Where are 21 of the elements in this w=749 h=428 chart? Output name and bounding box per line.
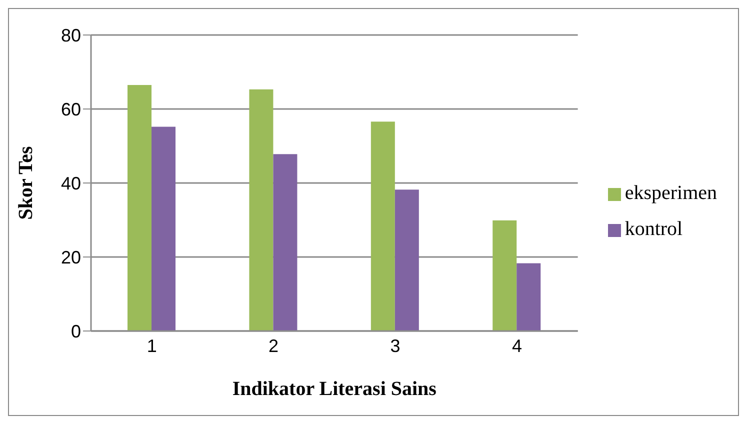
x-tick-label: 2: [268, 336, 279, 356]
y-tick-label: 0: [70, 321, 81, 342]
bar: [370, 122, 395, 331]
bar: [516, 263, 541, 331]
bar: [394, 190, 419, 331]
x-tick-label: 1: [146, 336, 157, 356]
bar: [273, 154, 298, 331]
legend-label: kontrol: [624, 218, 683, 240]
y-tick-label: 60: [60, 99, 81, 120]
y-tick-label: 20: [60, 247, 81, 268]
legend-label: eksperimen: [624, 182, 717, 204]
bar: [492, 220, 517, 331]
x-tick-label: 4: [512, 336, 522, 356]
bar: [152, 126, 176, 331]
x-axis-title: Indikator Literasi Sains: [232, 378, 437, 400]
y-axis-title: Skor Tes: [15, 146, 38, 220]
x-tick-label: 3: [390, 336, 400, 356]
bar: [128, 84, 152, 331]
y-tick-label: 80: [60, 25, 81, 46]
bar: [249, 89, 274, 331]
y-tick-label: 40: [60, 173, 81, 194]
